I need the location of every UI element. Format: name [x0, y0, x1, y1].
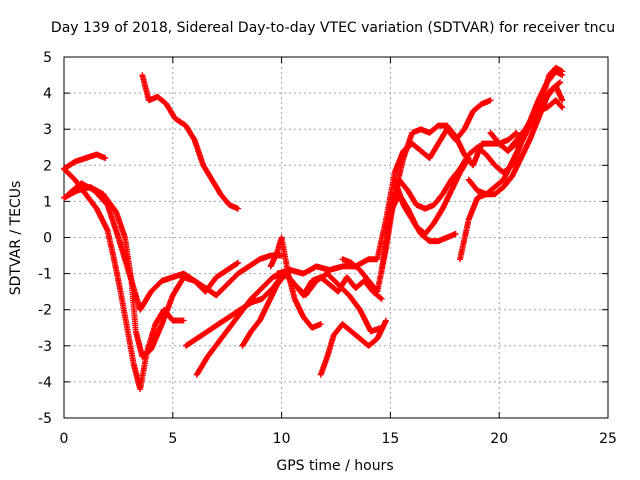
y-tick-label: -4 [38, 375, 52, 391]
series-point-markers [504, 64, 566, 154]
y-tick-label: 3 [43, 122, 52, 138]
data-series-18 [487, 79, 564, 154]
series-point-markers [274, 97, 494, 277]
data-series-15 [387, 155, 472, 237]
x-tick-labels: 0 5 10 15 20 25 [60, 431, 617, 447]
x-axis-label: GPS time / hours [276, 458, 393, 474]
y-axis-label: SDTVAR / TECUs [8, 181, 24, 296]
y-tick-label: 4 [43, 86, 52, 102]
y-tick-label: 5 [43, 50, 52, 66]
series-point-markers [487, 79, 564, 154]
series-point-markers [61, 165, 187, 393]
y-tick-label: -2 [38, 303, 52, 319]
data-series-4 [65, 180, 285, 313]
data-series-5 [139, 72, 242, 212]
x-tick-label: 0 [60, 431, 69, 447]
y-tick-labels: 5 4 3 2 1 0 -1 -2 -3 -4 -5 [38, 50, 52, 427]
y-tick-label: -3 [38, 339, 52, 355]
y-tick-label: -1 [38, 267, 52, 283]
series-point-markers [387, 155, 472, 237]
x-tick-label: 15 [381, 431, 399, 447]
y-tick-label: -5 [38, 411, 52, 427]
chart-title: Day 139 of 2018, Sidereal Day-to-day VTE… [51, 20, 615, 36]
data-series-1 [61, 151, 109, 172]
y-tick-label: 2 [43, 158, 52, 174]
y-tick-label: 0 [43, 231, 52, 247]
y-tick-label: 1 [43, 194, 52, 210]
x-tick-label: 10 [273, 431, 291, 447]
series-point-markers [239, 270, 385, 349]
x-tick-label: 20 [490, 431, 508, 447]
x-tick-label: 5 [168, 431, 177, 447]
x-tick-label: 25 [599, 431, 617, 447]
series-point-markers [65, 180, 285, 313]
data-series-10 [317, 317, 389, 378]
data-series-11 [274, 97, 494, 277]
data-series-19 [504, 64, 566, 154]
axis-ticks [63, 56, 609, 419]
series-point-markers [139, 72, 242, 212]
series-point-markers [378, 68, 566, 273]
data-series-8 [239, 270, 385, 349]
series-point-markers [61, 151, 109, 172]
data-points [61, 64, 566, 393]
data-series-3 [61, 165, 187, 393]
data-series-13 [378, 68, 566, 273]
series-point-markers [317, 317, 389, 378]
